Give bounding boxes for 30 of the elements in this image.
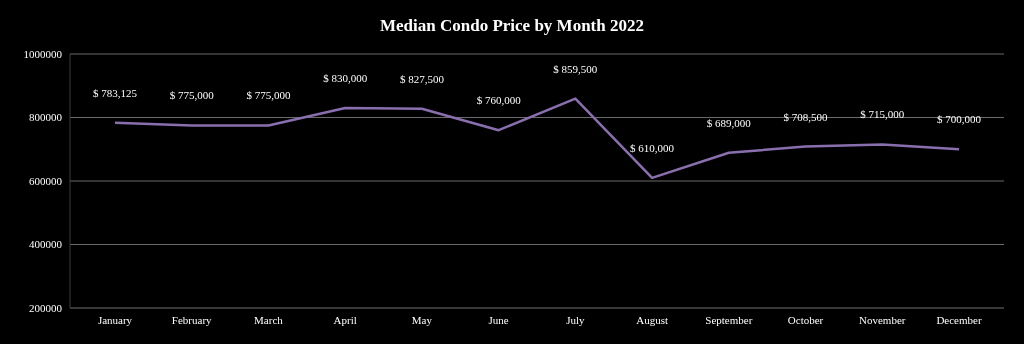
data-label: $ 715,000 — [860, 108, 905, 121]
data-label: $ 700,000 — [937, 113, 982, 126]
x-tick-label: January — [97, 313, 133, 326]
x-tick-label: May — [411, 313, 433, 326]
data-label: $ 775,000 — [246, 89, 291, 102]
data-label: $ 689,000 — [706, 116, 752, 129]
data-label: $ 775,000 — [169, 89, 215, 102]
x-tick-label: March — [254, 313, 284, 326]
x-tick-label: August — [636, 313, 668, 326]
y-tick-label: 600000 — [29, 174, 63, 187]
data-label: $ 827,500 — [399, 72, 445, 85]
y-tick-label: 200000 — [29, 301, 63, 314]
chart-title: Median Condo Price by Month 2022 — [379, 15, 645, 37]
y-tick-label: 400000 — [29, 238, 63, 251]
x-tick-label: September — [705, 313, 753, 326]
data-label: $ 859,500 — [553, 62, 598, 75]
data-label: $ 830,000 — [323, 71, 368, 84]
data-label: $ 610,000 — [630, 141, 675, 154]
x-tick-label: April — [333, 313, 357, 326]
x-tick-label: February — [171, 313, 213, 326]
x-tick-label: July — [566, 313, 586, 326]
x-tick-label: June — [488, 313, 509, 326]
data-label: $ 760,000 — [476, 94, 522, 107]
y-tick-label: 1000000 — [23, 47, 63, 60]
y-tick-label: 800000 — [29, 111, 63, 124]
x-tick-label: November — [859, 313, 906, 326]
x-tick-label: October — [787, 313, 824, 326]
x-tick-label: December — [936, 313, 982, 326]
data-label: $ 783,125 — [93, 86, 138, 99]
data-label: $ 708,500 — [783, 110, 829, 123]
